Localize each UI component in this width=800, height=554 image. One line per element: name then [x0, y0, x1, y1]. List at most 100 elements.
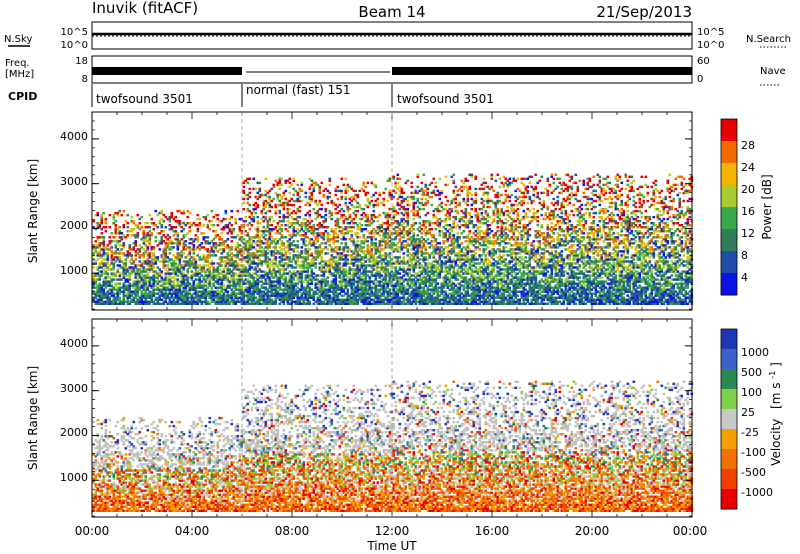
power-echo-cell [141, 226, 144, 228]
power-echo-cell [337, 234, 340, 236]
power-echo-cell [231, 210, 234, 212]
power-echo-cell [163, 220, 166, 222]
power-echo-cell [315, 262, 318, 264]
power-echo-cell [283, 220, 286, 222]
power-echo-cell [397, 212, 400, 214]
power-echo-cell [407, 220, 410, 222]
power-echo-cell [367, 230, 370, 232]
power-echo-cell [149, 214, 152, 216]
power-echo-cell [409, 232, 412, 234]
power-echo-cell [187, 216, 190, 218]
power-echo-cell [413, 196, 416, 198]
power-echo-cell [279, 270, 282, 272]
date-title: 21/Sep/2013 [596, 3, 692, 21]
power-echo-cell [385, 188, 388, 190]
power-echo-cell [201, 242, 204, 244]
power-echo-cell [227, 276, 230, 278]
power-echo-cell [369, 283, 372, 285]
power-echo-cell [273, 184, 276, 186]
power-echo-cell [305, 240, 308, 242]
power-echo-cell [349, 270, 352, 272]
power-echo-cell [347, 258, 350, 260]
power-echo-cell [119, 226, 122, 228]
power-echo-cell [403, 218, 406, 220]
power-echo-cell [365, 194, 368, 196]
freq-label: Freq. [5, 58, 30, 69]
power-echo-cell [229, 268, 232, 270]
power-echo-cell [269, 220, 272, 222]
power-echo-cell [339, 204, 342, 206]
power-echo-cell [425, 256, 428, 258]
power-echo-cell [167, 264, 170, 266]
power-echo-cell [153, 228, 156, 230]
power-echo-cell [243, 198, 246, 200]
power-echo-cell [299, 196, 302, 198]
power-echo-cell [273, 220, 276, 222]
power-echo-cell [281, 178, 284, 180]
power-echo-cell [405, 182, 408, 184]
power-echo-cell [311, 283, 314, 285]
power-echo-cell [417, 198, 420, 200]
power-echo-cell [141, 216, 144, 218]
power-echo-cell [413, 228, 416, 230]
power-echo-cell [323, 194, 326, 196]
power-echo-cell [349, 214, 352, 216]
power-echo-cell [293, 297, 296, 299]
power-echo-cell [217, 214, 220, 216]
power-echo-cell [311, 220, 314, 222]
power-echo-cell [257, 226, 260, 228]
power-echo-cell [347, 289, 350, 291]
power-echo-cell [367, 214, 370, 216]
power-echo-cell [119, 297, 122, 299]
power-echo-cell [247, 182, 250, 184]
power-echo-cell [155, 236, 158, 238]
power-echo-cell [289, 208, 292, 210]
power-echo-cell [389, 214, 392, 216]
noise-tick-bottom-right: 10^0 [697, 40, 724, 51]
power-echo-cell [293, 194, 296, 196]
power-echo-cell [151, 232, 154, 234]
power-echo-cell [353, 226, 356, 228]
power-echo-cell [119, 283, 122, 285]
power-echo-cell [337, 240, 340, 242]
power-echo-cell [109, 236, 112, 238]
power-echo-cell [345, 178, 348, 180]
power-echo-cell [249, 178, 252, 180]
power-echo-cell [309, 210, 312, 212]
power-echo-cell [331, 218, 334, 220]
power-echo-cell [401, 188, 404, 190]
power-echo-cell [425, 246, 428, 248]
power-echo-cell [423, 174, 426, 176]
power-echo-cell [337, 198, 340, 200]
power-echo-cell [413, 218, 416, 220]
power-echo-cell [243, 297, 246, 299]
power-echo-cell [183, 210, 186, 212]
power-echo-cell [135, 240, 138, 242]
power-echo-cell [311, 180, 314, 182]
power-echo-cell [353, 283, 356, 285]
power-echo-cell [403, 258, 406, 260]
power-echo-cell [337, 186, 340, 188]
power-echo-cell [297, 258, 300, 260]
power-echo-cell [161, 224, 164, 226]
power-echo-cell [297, 283, 300, 285]
power-echo-cell [169, 220, 172, 222]
power-echo-cell [293, 240, 296, 242]
power-echo-cell [313, 208, 316, 210]
power-echo-cell [165, 226, 168, 228]
power-echo-cell [383, 204, 386, 206]
power-echo-cell [249, 188, 252, 190]
power-echo-cell [357, 240, 360, 242]
cpid-row: CPID twofsound 3501 normal (fast) 151 tw… [8, 83, 494, 107]
power-echo-cell [109, 214, 112, 216]
power-echo-cell [183, 228, 186, 230]
power-echo-cell [215, 230, 218, 232]
power-echo-cell [169, 236, 172, 238]
power-echo-cell [269, 232, 272, 234]
power-echo-cell [357, 210, 360, 212]
power-echo-cell [269, 246, 272, 248]
power-echo-cell [379, 192, 382, 194]
power-echo-cell [431, 244, 434, 246]
power-echo-cell [133, 246, 136, 248]
power-echo-cell [269, 210, 272, 212]
